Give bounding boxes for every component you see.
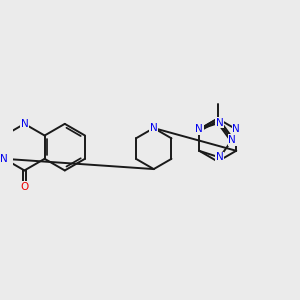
Text: N: N bbox=[232, 124, 240, 134]
Text: N: N bbox=[216, 152, 224, 162]
Text: N: N bbox=[195, 124, 203, 134]
Text: N: N bbox=[228, 135, 236, 145]
Text: N: N bbox=[150, 123, 158, 133]
Text: O: O bbox=[20, 182, 28, 192]
Text: N: N bbox=[216, 118, 224, 128]
Text: N: N bbox=[21, 119, 28, 129]
Text: N: N bbox=[0, 154, 8, 164]
